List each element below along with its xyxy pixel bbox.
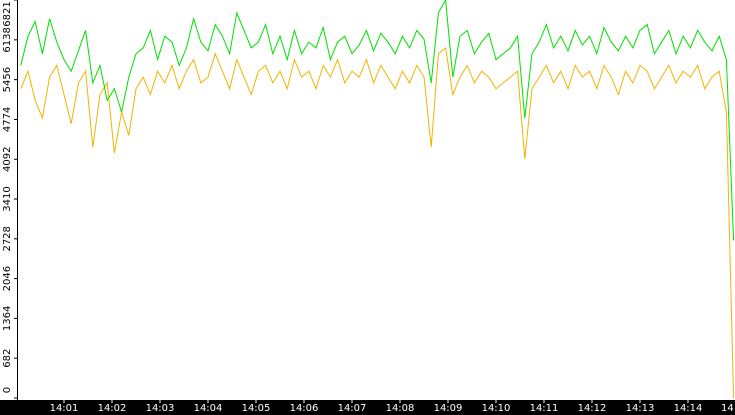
y-tick-label: 3410 <box>2 186 13 211</box>
x-tick-label: 14:06 <box>290 403 319 414</box>
y-tick-label: 5456 <box>2 67 13 92</box>
x-tick-label: 14:01 <box>50 403 79 414</box>
y-tick-label: 682 <box>2 349 13 368</box>
y-tick-label: 0 <box>2 387 13 393</box>
x-tick-label: 14:10 <box>482 403 511 414</box>
x-tick-label: 14:13 <box>626 403 655 414</box>
y-tick-label: 2728 <box>2 226 13 251</box>
x-tick-label: 14:02 <box>98 403 127 414</box>
x-axis-bar <box>0 400 735 415</box>
x-tick-label: 14:03 <box>146 403 175 414</box>
x-tick-label: 14 <box>721 403 734 414</box>
x-tick-label: 14:12 <box>578 403 607 414</box>
y-tick-label: 1364 <box>2 306 13 331</box>
x-tick-label: 14:05 <box>242 403 271 414</box>
x-tick-label: 14:08 <box>386 403 415 414</box>
x-tick-label: 14:14 <box>674 403 703 414</box>
y-tick-label: 6138 <box>2 27 13 52</box>
series-line <box>20 46 735 399</box>
x-tick-label: 14:04 <box>194 403 223 414</box>
y-tick-label: 4092 <box>2 147 13 172</box>
y-tick-label: 6821 <box>2 1 13 26</box>
y-tick-label: 4774 <box>2 107 13 132</box>
x-tick-label: 14:11 <box>530 403 559 414</box>
x-tick-label: 14:09 <box>434 403 463 414</box>
x-tick-label: 14:07 <box>338 403 367 414</box>
series-line <box>20 0 735 241</box>
y-tick-label: 2046 <box>2 266 13 291</box>
